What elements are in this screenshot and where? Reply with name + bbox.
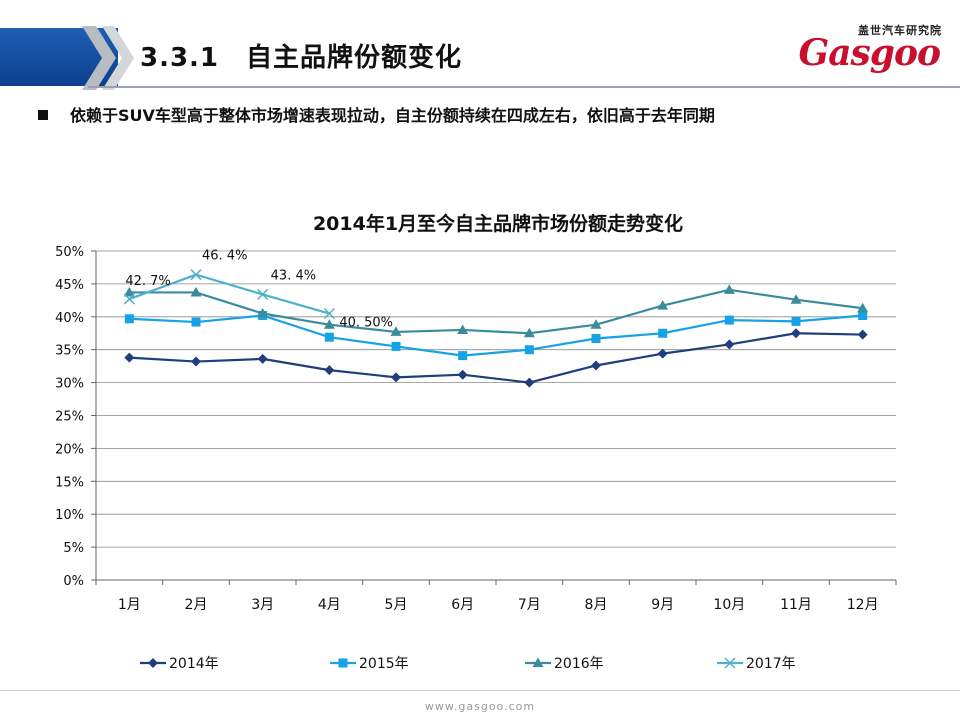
data-point (257, 308, 269, 318)
y-tick-label: 40% (55, 311, 84, 326)
y-tick-label: 15% (55, 475, 84, 490)
x-tick-label: 1月 (118, 597, 141, 613)
data-point (724, 339, 735, 350)
data-point (124, 352, 135, 363)
data-point (338, 658, 348, 668)
data-point (457, 369, 468, 380)
chart-title: 2014年1月至今自主品牌市场份额走势变化 (313, 212, 683, 235)
data-point (857, 302, 869, 313)
x-tick-label: 8月 (585, 597, 608, 613)
series-line-2 (129, 288, 863, 335)
data-point (257, 288, 269, 300)
y-tick-label: 20% (55, 442, 84, 457)
title-divider (88, 86, 960, 88)
brand-logo: 盖世汽车研究院 Gasgoo (790, 22, 950, 82)
data-point (190, 269, 202, 281)
data-point (457, 324, 469, 334)
legend-label: 2017年 (746, 656, 796, 672)
data-label: 46. 4% (202, 249, 247, 264)
data-point (390, 326, 402, 336)
data-point (458, 351, 468, 361)
data-point (524, 377, 535, 388)
data-point (858, 310, 868, 320)
series-line-1 (129, 314, 863, 357)
bullet-square-icon (38, 110, 48, 120)
y-tick-label: 30% (55, 377, 84, 392)
data-label: 40. 50% (339, 316, 393, 331)
y-tick-label: 10% (55, 508, 84, 523)
data-point (591, 334, 601, 344)
y-tick-label: 45% (55, 278, 84, 293)
series-line-3 (128, 273, 330, 315)
data-point (524, 345, 534, 355)
legend-label: 2016年 (554, 656, 604, 672)
data-point (724, 657, 736, 669)
data-point (591, 360, 601, 371)
y-tick-label: 50% (55, 245, 84, 260)
bullet-text: 依赖于SUV车型高于整体市场增速表现拉动，自主份额持续在四成左右，依旧高于去年同… (70, 106, 715, 125)
data-label: 42. 7% (125, 274, 170, 289)
page-title: 3.3.1 自主品牌份额变化 (140, 43, 463, 73)
data-point (324, 365, 335, 376)
chevron-icon (82, 26, 134, 90)
data-point (523, 327, 535, 338)
data-point (123, 286, 135, 297)
x-tick-label: 9月 (651, 597, 674, 613)
brand-cn-name: 盖世汽车研究院 (858, 24, 942, 37)
x-tick-label: 10月 (713, 597, 745, 613)
data-point (124, 314, 134, 324)
data-point (257, 353, 268, 364)
data-point (723, 284, 735, 294)
data-point (657, 300, 669, 310)
x-tick-label: 3月 (251, 597, 274, 613)
data-point (791, 316, 801, 326)
brand-wordmark: Gasgoo (798, 32, 941, 74)
footer-divider (0, 690, 960, 691)
data-point (790, 294, 802, 304)
data-point (590, 319, 602, 329)
y-tick-label: 5% (63, 541, 84, 556)
data-point (191, 356, 201, 367)
data-point (123, 293, 135, 305)
series-line-0 (129, 332, 863, 384)
legend-label: 2014年 (169, 656, 219, 672)
x-tick-label: 5月 (385, 597, 408, 613)
y-tick-label: 25% (55, 410, 84, 425)
data-point (857, 329, 868, 340)
data-point (532, 657, 544, 667)
data-point (658, 328, 668, 338)
data-label: 43. 4% (271, 268, 316, 283)
x-tick-label: 7月 (518, 597, 541, 613)
y-tick-label: 0% (63, 574, 84, 589)
data-point (724, 315, 734, 325)
data-point (391, 372, 401, 383)
footer-url: www.gasgoo.com (424, 700, 536, 713)
x-tick-label: 12月 (847, 597, 879, 613)
x-tick-label: 6月 (451, 597, 474, 613)
x-tick-label: 4月 (318, 597, 341, 613)
data-point (657, 348, 668, 359)
data-point (191, 317, 201, 327)
x-tick-label: 2月 (185, 597, 208, 613)
data-point (323, 307, 335, 320)
x-tick-label: 11月 (780, 597, 812, 613)
data-point (391, 341, 401, 351)
bullet-point: 依赖于SUV车型高于整体市场增速表现拉动，自主份额持续在四成左右，依旧高于去年同… (38, 103, 715, 129)
data-point (148, 658, 158, 668)
data-point (190, 286, 202, 297)
y-tick-label: 35% (55, 344, 84, 359)
data-point (791, 328, 801, 339)
legend-label: 2015年 (359, 656, 409, 672)
data-point (323, 319, 335, 329)
data-point (324, 332, 334, 342)
